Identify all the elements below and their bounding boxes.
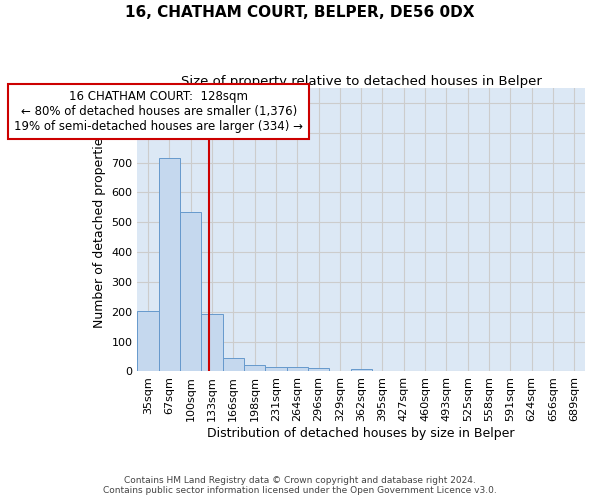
Bar (287, 368, 308, 372)
Bar (180, 212, 202, 372)
Y-axis label: Number of detached properties: Number of detached properties (93, 131, 106, 328)
Bar (265, 366, 287, 372)
Bar (350, 369, 372, 372)
Bar (223, 358, 244, 372)
Bar (244, 365, 265, 372)
Title: Size of property relative to detached houses in Belper: Size of property relative to detached ho… (181, 75, 542, 88)
Bar (308, 368, 329, 372)
Text: 16, CHATHAM COURT, BELPER, DE56 0DX: 16, CHATHAM COURT, BELPER, DE56 0DX (125, 5, 475, 20)
Bar (137, 312, 158, 372)
Bar (202, 314, 223, 372)
Bar (158, 158, 180, 372)
Text: Contains HM Land Registry data © Crown copyright and database right 2024.
Contai: Contains HM Land Registry data © Crown c… (103, 476, 497, 495)
Text: 16 CHATHAM COURT:  128sqm
← 80% of detached houses are smaller (1,376)
19% of se: 16 CHATHAM COURT: 128sqm ← 80% of detach… (14, 90, 303, 134)
X-axis label: Distribution of detached houses by size in Belper: Distribution of detached houses by size … (208, 427, 515, 440)
